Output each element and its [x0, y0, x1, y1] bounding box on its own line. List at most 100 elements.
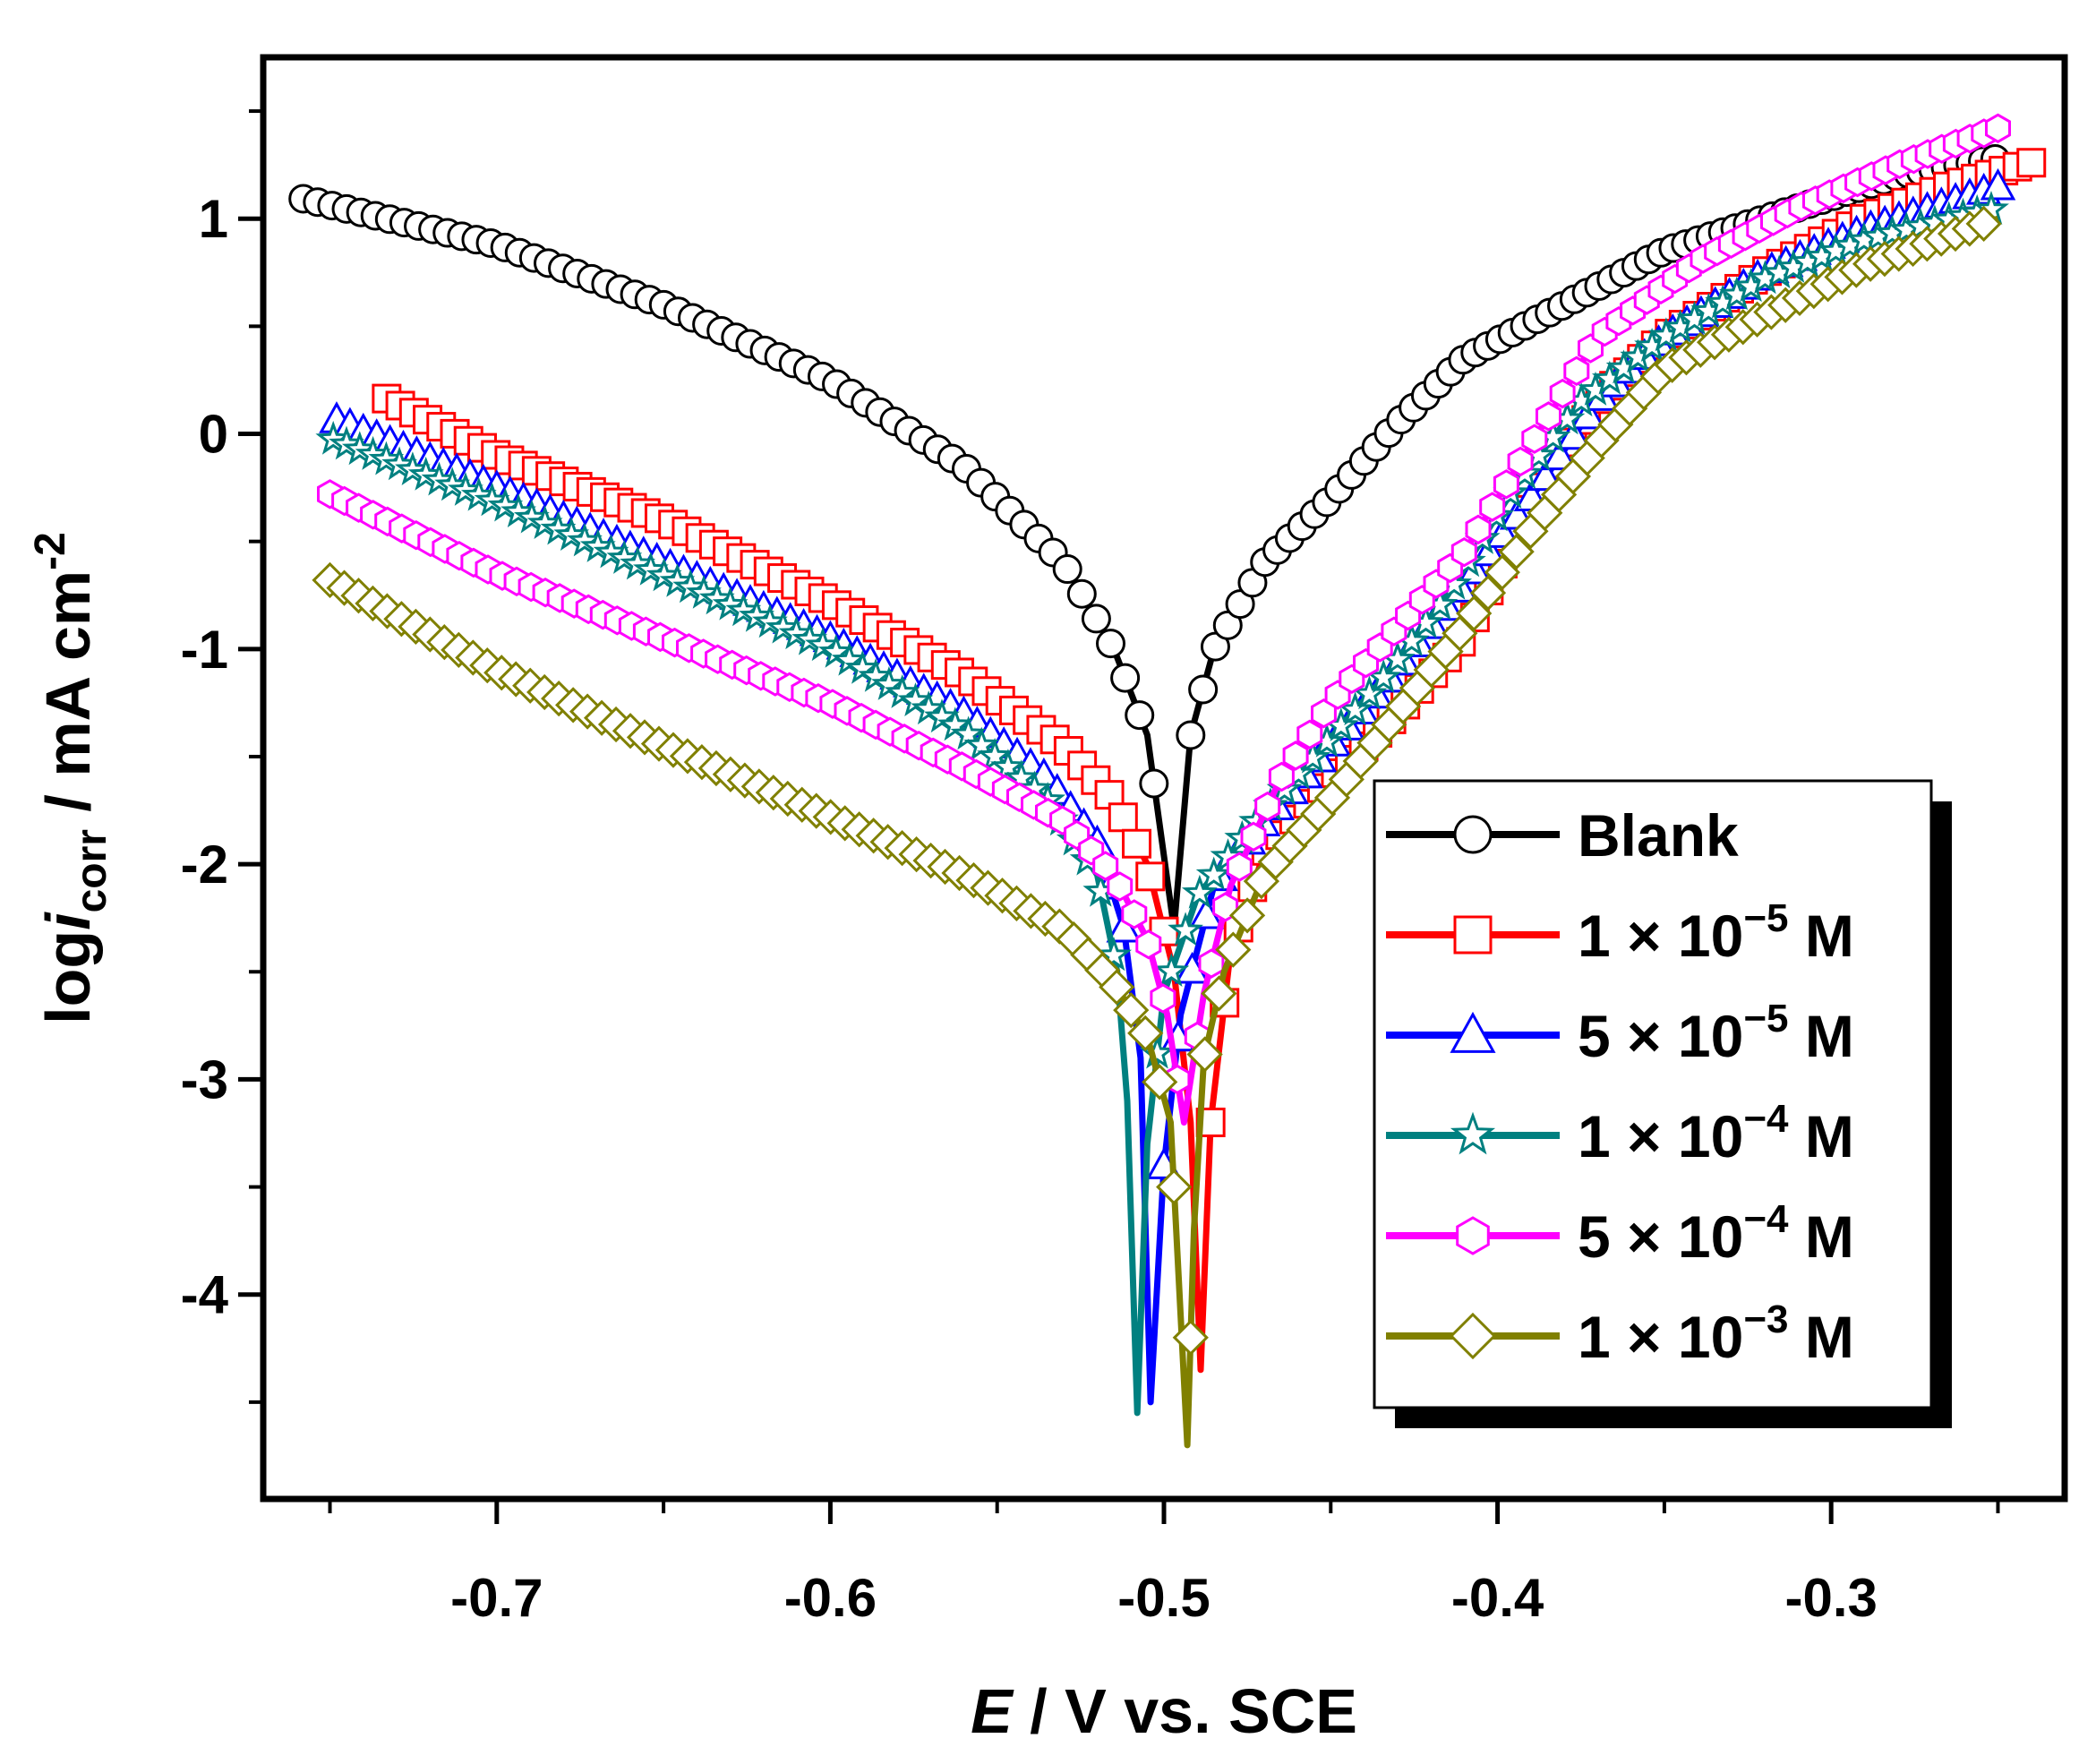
- data-point: [1113, 992, 1150, 1029]
- data-point: [1453, 915, 1493, 955]
- data-point: [1536, 401, 1561, 432]
- data-point: [1542, 438, 1578, 471]
- data-point: [1127, 1015, 1164, 1052]
- data-point: [1195, 856, 1232, 891]
- data-point: [1121, 899, 1148, 929]
- data-point: [1240, 821, 1267, 852]
- legend-item: 1 × 10−3 M: [1386, 1297, 1854, 1370]
- y-tick-label: -1: [181, 620, 228, 680]
- data-point: [1122, 828, 1152, 859]
- data-point: [1201, 975, 1237, 1012]
- data-point: [1498, 534, 1535, 570]
- data-point: [1215, 931, 1252, 968]
- x-tick-label: -0.4: [1451, 1568, 1544, 1628]
- data-point: [1150, 983, 1176, 1014]
- x-tick-label: -0.6: [784, 1568, 877, 1628]
- data-point: [1449, 1312, 1497, 1360]
- data-point: [1453, 815, 1493, 854]
- data-point: [1153, 953, 1190, 988]
- data-point: [1052, 554, 1082, 585]
- data-point: [1096, 937, 1133, 972]
- data-point: [1226, 852, 1253, 882]
- data-point: [1456, 1216, 1490, 1255]
- series-diamond: [312, 205, 2002, 1449]
- legend-box: [1373, 779, 1933, 1409]
- data-point: [1081, 604, 1111, 634]
- data-point: [1965, 205, 2002, 242]
- data-point: [1156, 1169, 1193, 1205]
- legend-item: 5 × 10−5 M: [1386, 997, 1854, 1069]
- y-axis-title: logicorr / mA cm-2: [27, 532, 115, 1024]
- data-point: [1188, 674, 1219, 705]
- x-axis-ticks: -0.7 -0.6 -0.5 -0.4 -0.3: [328, 1499, 2000, 1628]
- data-point: [1142, 1064, 1178, 1100]
- legend-item: 1 × 10−4 M: [1386, 1097, 1854, 1169]
- data-point: [924, 698, 960, 733]
- legend-item: 1 × 10−5 M: [1386, 896, 1854, 969]
- data-point: [1450, 1111, 1496, 1155]
- data-point: [1107, 871, 1134, 902]
- legend-label: Blank: [1578, 802, 1739, 869]
- legend-label: 1 × 10−4 M: [1578, 1097, 1854, 1169]
- data-point: [805, 627, 841, 662]
- series-layer: [288, 113, 2047, 1449]
- data-point: [1110, 663, 1141, 693]
- data-point: [1092, 851, 1119, 881]
- data-point: [1521, 424, 1548, 454]
- data-point: [897, 682, 934, 716]
- data-point: [1198, 948, 1225, 979]
- data-point: [1563, 355, 1590, 387]
- legend-label: 5 × 10−5 M: [1578, 997, 1854, 1069]
- y-axis-ticks: -4 -3 -2 -1 0 1: [181, 109, 263, 1404]
- data-point: [1465, 514, 1492, 545]
- data-point: [1296, 719, 1323, 750]
- x-tick-label: -0.3: [1784, 1568, 1877, 1628]
- y-tick-label: -2: [181, 835, 228, 895]
- data-point: [1181, 874, 1218, 909]
- data-point: [1282, 741, 1309, 771]
- legend-label: 5 × 10−4 M: [1578, 1197, 1854, 1270]
- data-point: [1186, 1036, 1223, 1073]
- data-point: [2016, 148, 2047, 178]
- series-circle: [288, 143, 2010, 932]
- data-point: [817, 633, 854, 668]
- y-tick-label: 0: [199, 405, 228, 465]
- legend-label: 1 × 10−5 M: [1578, 896, 1854, 969]
- data-point: [1980, 167, 2016, 201]
- data-point: [1268, 761, 1295, 792]
- legend-label: 1 × 10−3 M: [1578, 1297, 1854, 1370]
- data-point: [1139, 768, 1169, 799]
- data-point: [1176, 720, 1206, 750]
- data-point: [1135, 929, 1162, 960]
- data-point: [1469, 574, 1507, 612]
- data-point: [911, 690, 947, 725]
- data-point: [884, 674, 920, 708]
- data-point: [1099, 969, 1135, 1006]
- data-point: [1450, 1011, 1496, 1053]
- data-point: [1096, 629, 1126, 659]
- y-tick-label: -4: [181, 1265, 229, 1325]
- data-point: [858, 657, 894, 692]
- x-tick-label: -0.5: [1117, 1568, 1210, 1628]
- data-point: [1507, 446, 1534, 477]
- data-point: [1172, 1319, 1209, 1356]
- legend-item: Blank: [1386, 802, 1739, 869]
- data-point: [1484, 554, 1520, 591]
- data-point: [1479, 492, 1506, 522]
- data-point: [1549, 378, 1576, 409]
- data-point: [1228, 897, 1266, 934]
- legend-item: 5 × 10−4 M: [1386, 1197, 1854, 1270]
- y-tick-label: -3: [181, 1049, 228, 1109]
- data-point: [831, 641, 868, 676]
- data-point: [1108, 802, 1138, 833]
- data-point: [1254, 791, 1281, 822]
- legend: Blank 1 × 10−5 M 5 × 10−5 M 1 × 10−4 M 5 × 1…: [1373, 779, 1952, 1428]
- series-hexagon: [317, 113, 2011, 1126]
- data-point: [844, 649, 881, 684]
- data-point: [1125, 700, 1155, 731]
- x-tick-label: -0.7: [450, 1568, 543, 1628]
- data-point: [1493, 469, 1519, 500]
- data-point: [1450, 536, 1477, 568]
- data-point: [1456, 595, 1493, 632]
